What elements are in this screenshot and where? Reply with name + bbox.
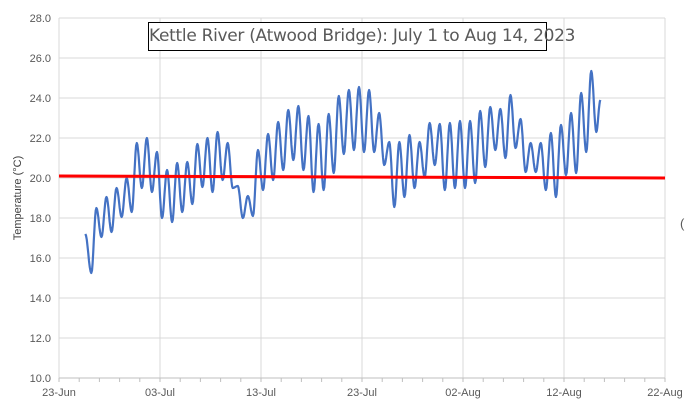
x-tick-label: 03-Jul bbox=[145, 387, 175, 399]
y-tick-label: 14.0 bbox=[30, 293, 51, 305]
y-tick-label: 28.0 bbox=[30, 13, 51, 25]
y-tick-label: 10.0 bbox=[30, 373, 51, 385]
y-axis-label: Temperature (°C) bbox=[12, 156, 24, 240]
y-tick-label: 24.0 bbox=[30, 93, 51, 105]
temperature-line bbox=[84, 69, 602, 275]
y-tick-labels: 10.0 12.0 14.0 16.0 18.0 20.0 22.0 24.0 26.0 28.0 bbox=[30, 13, 51, 385]
x-tick-label: 23-Jun bbox=[42, 387, 76, 399]
y-tick-label: 18.0 bbox=[30, 213, 51, 225]
annotation-text: ( bbox=[680, 216, 685, 231]
y-tick-label: 12.0 bbox=[30, 333, 51, 345]
y-tick-label: 26.0 bbox=[30, 53, 51, 65]
x-tick-label: 13-Jul bbox=[246, 387, 276, 399]
x-tick-label: 22-Aug bbox=[647, 387, 682, 399]
series bbox=[58, 69, 666, 275]
y-tick-label: 20.0 bbox=[30, 173, 51, 185]
y-tick-label: 16.0 bbox=[30, 253, 51, 265]
y-tick-label: 22.0 bbox=[30, 133, 51, 145]
x-tick-label: 12-Aug bbox=[546, 387, 581, 399]
x-tick-label: 23-Jul bbox=[347, 387, 377, 399]
x-tick-label: 02-Aug bbox=[445, 387, 480, 399]
axes bbox=[58, 18, 666, 382]
chart-title: Kettle River (Atwood Bridge): July 1 to … bbox=[148, 22, 576, 51]
x-tick-labels: 23-Jun 03-Jul 13-Jul 23-Jul 02-Aug 12-Aug 22-A… bbox=[42, 387, 683, 399]
gridlines bbox=[59, 17, 666, 378]
threshold-line bbox=[58, 174, 666, 180]
